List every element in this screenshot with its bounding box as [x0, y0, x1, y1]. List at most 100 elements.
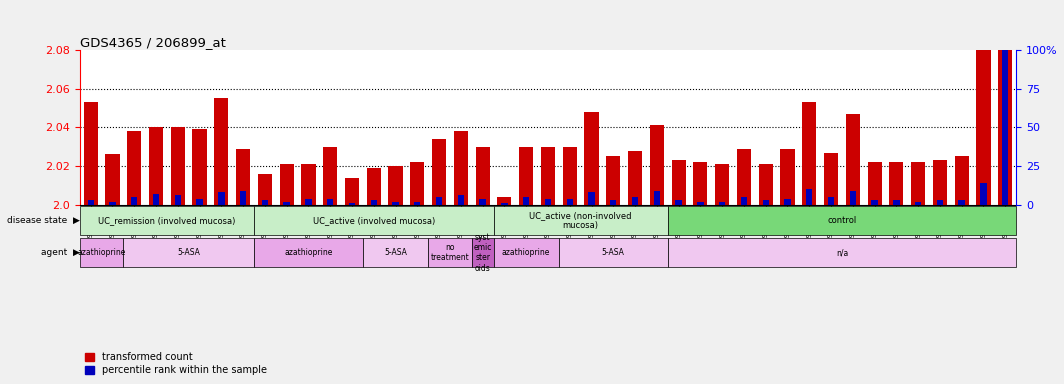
Bar: [393, 202, 399, 205]
Bar: [867, 162, 882, 205]
Bar: [697, 202, 703, 205]
Bar: [323, 147, 337, 205]
Bar: [149, 127, 163, 205]
Bar: [170, 127, 185, 205]
Text: GDS4365 / 206899_at: GDS4365 / 206899_at: [80, 36, 226, 49]
Bar: [174, 195, 181, 205]
Bar: [436, 197, 443, 205]
Bar: [236, 149, 250, 205]
Bar: [494, 206, 668, 235]
Bar: [998, 21, 1012, 205]
Text: 5-ASA: 5-ASA: [384, 248, 406, 257]
Bar: [494, 238, 559, 267]
Text: 5-ASA: 5-ASA: [602, 248, 625, 257]
Bar: [563, 147, 577, 205]
Bar: [131, 197, 137, 205]
Bar: [428, 238, 471, 267]
Bar: [432, 139, 446, 205]
Bar: [980, 183, 986, 205]
Bar: [780, 149, 795, 205]
Bar: [610, 200, 616, 205]
Text: azathioprine: azathioprine: [502, 248, 550, 257]
Bar: [871, 200, 878, 205]
Text: no
treatment: no treatment: [431, 243, 469, 263]
Text: UC_active (involved mucosa): UC_active (involved mucosa): [313, 216, 435, 225]
Legend: transformed count, percentile rank within the sample: transformed count, percentile rank withi…: [85, 353, 267, 375]
Bar: [80, 238, 123, 267]
Bar: [584, 112, 599, 205]
Bar: [1002, 50, 1009, 205]
Text: syst
emic
ster
oids: syst emic ster oids: [473, 233, 492, 273]
Bar: [653, 191, 660, 205]
Bar: [305, 199, 312, 205]
Bar: [694, 162, 708, 205]
Bar: [327, 199, 333, 205]
Bar: [301, 164, 316, 205]
Bar: [846, 114, 860, 205]
Bar: [214, 98, 229, 205]
Bar: [480, 199, 486, 205]
Bar: [411, 162, 425, 205]
Bar: [257, 174, 272, 205]
Bar: [824, 152, 838, 205]
Bar: [414, 202, 420, 205]
Bar: [977, 46, 991, 205]
Text: disease state  ▶: disease state ▶: [7, 216, 80, 225]
Bar: [501, 203, 508, 205]
Bar: [363, 238, 428, 267]
Bar: [936, 200, 943, 205]
Bar: [954, 156, 968, 205]
Bar: [802, 102, 816, 205]
Bar: [519, 147, 533, 205]
Bar: [80, 206, 254, 235]
Text: azathioprine: azathioprine: [284, 248, 333, 257]
Bar: [367, 168, 381, 205]
Bar: [128, 131, 142, 205]
Bar: [893, 200, 899, 205]
Bar: [110, 202, 116, 205]
Bar: [632, 197, 638, 205]
Bar: [84, 102, 98, 205]
Text: UC_remission (involved mucosa): UC_remission (involved mucosa): [98, 216, 235, 225]
Bar: [471, 238, 494, 267]
Bar: [671, 160, 685, 205]
Bar: [283, 202, 289, 205]
Text: n/a: n/a: [836, 248, 848, 257]
Bar: [759, 164, 772, 205]
Bar: [453, 131, 468, 205]
Bar: [153, 194, 160, 205]
Bar: [262, 200, 268, 205]
Bar: [668, 206, 1016, 235]
Bar: [239, 191, 246, 205]
Bar: [650, 126, 664, 205]
Bar: [280, 164, 294, 205]
Bar: [345, 178, 359, 205]
Text: control: control: [828, 216, 857, 225]
Bar: [763, 200, 769, 205]
Bar: [668, 238, 1016, 267]
Bar: [606, 156, 620, 205]
Bar: [388, 166, 402, 205]
Bar: [741, 197, 747, 205]
Bar: [476, 147, 489, 205]
Bar: [545, 199, 551, 205]
Bar: [497, 197, 512, 205]
Text: 5-ASA: 5-ASA: [178, 248, 200, 257]
Bar: [254, 206, 494, 235]
Text: UC_active (non-involved
mucosa): UC_active (non-involved mucosa): [530, 211, 632, 230]
Bar: [566, 199, 572, 205]
Text: agent  ▶: agent ▶: [40, 248, 80, 257]
Bar: [911, 162, 926, 205]
Bar: [807, 189, 813, 205]
Bar: [541, 147, 555, 205]
Bar: [254, 238, 363, 267]
Bar: [218, 192, 225, 205]
Text: azathioprine: azathioprine: [78, 248, 126, 257]
Bar: [890, 162, 903, 205]
Bar: [559, 238, 668, 267]
Bar: [959, 200, 965, 205]
Bar: [850, 191, 857, 205]
Bar: [719, 202, 726, 205]
Bar: [193, 129, 206, 205]
Bar: [715, 164, 729, 205]
